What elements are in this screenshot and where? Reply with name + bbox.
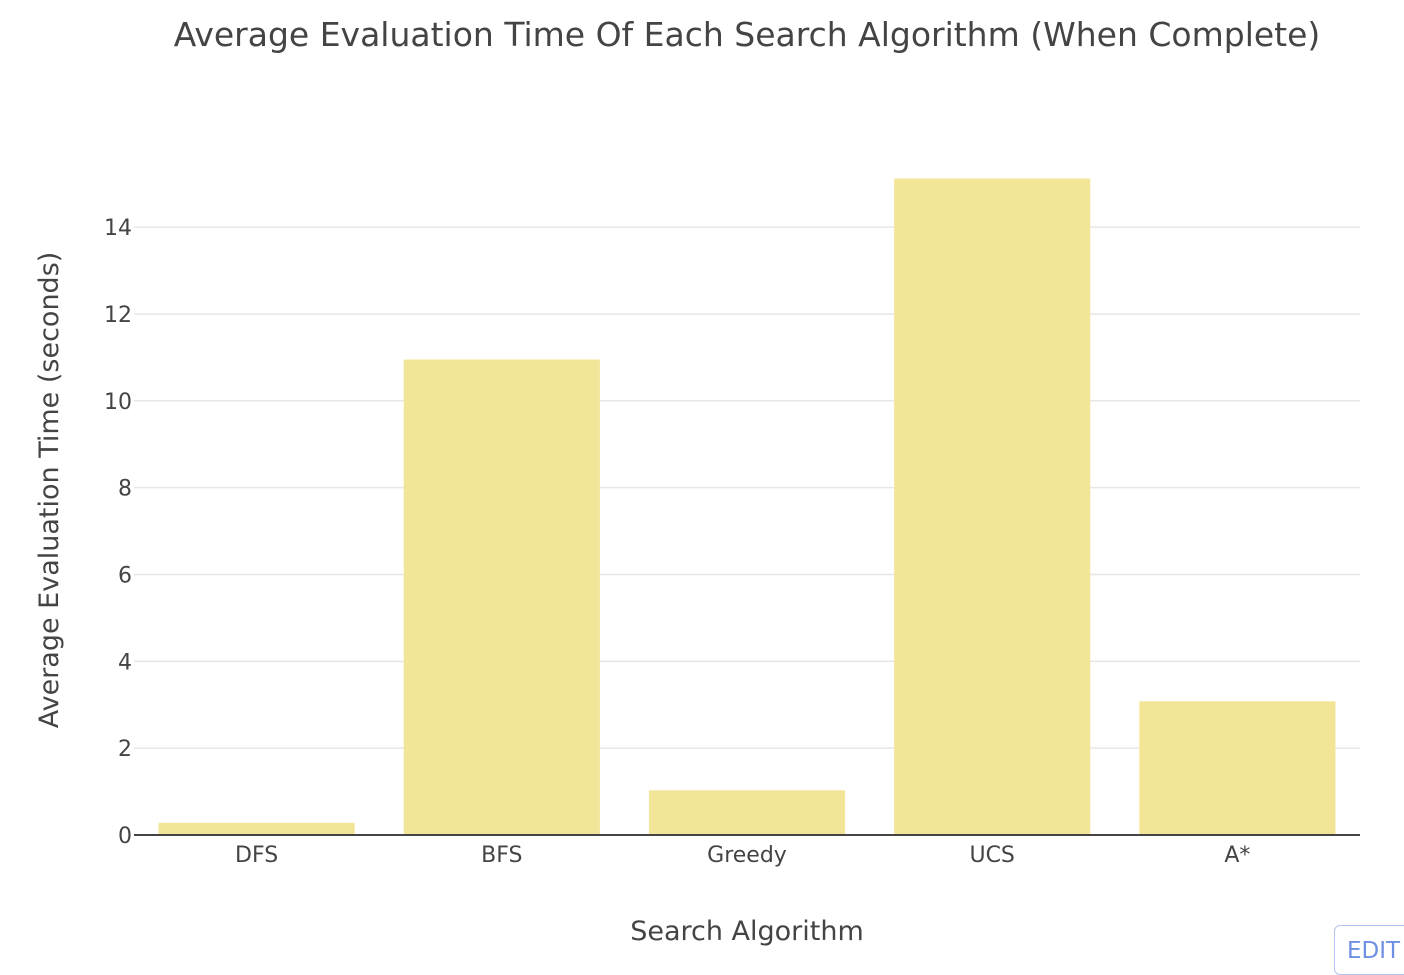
y-tick-label: 8 bbox=[118, 477, 132, 502]
x-axis-ticks: DFS BFS Greedy UCS A* bbox=[235, 843, 1250, 868]
y-axis-ticks: 0 2 4 6 8 10 12 14 bbox=[104, 216, 132, 849]
x-tick-label: BFS bbox=[481, 843, 522, 868]
y-tick-label: 0 bbox=[118, 824, 132, 849]
y-tick-label: 12 bbox=[104, 303, 132, 328]
y-tick-label: 2 bbox=[118, 737, 132, 762]
chart-title: Average Evaluation Time Of Each Search A… bbox=[174, 15, 1321, 54]
x-tick-label: Greedy bbox=[707, 843, 787, 868]
gridlines bbox=[134, 226, 1360, 749]
bar-greedy[interactable] bbox=[648, 790, 846, 835]
x-tick-label: DFS bbox=[235, 843, 278, 868]
y-tick-label: 14 bbox=[104, 216, 132, 241]
bar-a[interactable] bbox=[1139, 701, 1336, 835]
y-axis-title: Average Evaluation Time (seconds) bbox=[34, 252, 65, 729]
y-tick-label: 6 bbox=[118, 563, 132, 588]
x-tick-label: A* bbox=[1224, 843, 1250, 868]
bars bbox=[158, 178, 1336, 835]
y-tick-label: 10 bbox=[104, 390, 132, 415]
bar-dfs[interactable] bbox=[158, 822, 355, 835]
bar-bfs[interactable] bbox=[403, 359, 600, 835]
x-axis-title: Search Algorithm bbox=[630, 916, 864, 947]
y-tick-label: 4 bbox=[118, 650, 132, 675]
bar-ucs[interactable] bbox=[894, 178, 1091, 835]
x-tick-label: UCS bbox=[969, 843, 1014, 868]
edit-button[interactable]: EDIT bbox=[1334, 925, 1404, 975]
